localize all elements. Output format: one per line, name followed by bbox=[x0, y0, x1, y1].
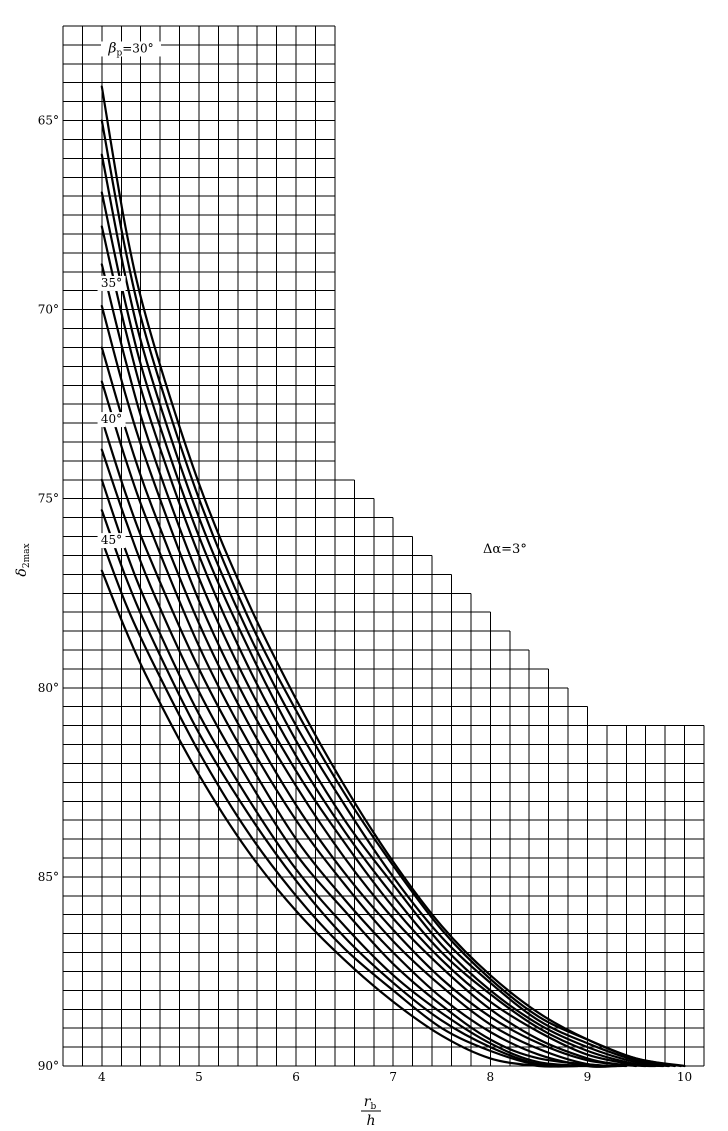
series-label-1: βp=30° bbox=[107, 40, 153, 58]
series-curve-12 bbox=[100, 478, 599, 1068]
x-tick-label: 10 bbox=[677, 1070, 692, 1084]
series-labels: βp=30° 35° 40° 45° bbox=[97, 40, 161, 549]
series-label-bg bbox=[97, 412, 126, 428]
y-axis-title: δ2max bbox=[14, 543, 32, 576]
delta-alpha-annotation: Δα=3° bbox=[483, 542, 527, 557]
series-curve-3 bbox=[100, 153, 676, 1068]
y-tick-label: 80° bbox=[38, 681, 59, 695]
y-tick-label: 90° bbox=[38, 1059, 59, 1073]
x-tick-label: 9 bbox=[584, 1070, 592, 1084]
x-axis-denominator: h bbox=[366, 1113, 375, 1129]
x-tick-label: 5 bbox=[195, 1070, 203, 1084]
series-curve-13 bbox=[100, 509, 589, 1068]
y-tick-label: 75° bbox=[38, 492, 59, 506]
x-axis-title: rb h bbox=[361, 1094, 381, 1129]
curves bbox=[100, 85, 686, 1068]
series-label-2: 35° bbox=[101, 276, 122, 290]
series-label-bg bbox=[100, 41, 161, 57]
series-curve-6 bbox=[100, 263, 657, 1068]
series-curve-9 bbox=[100, 380, 628, 1068]
y-tick-label: 70° bbox=[38, 303, 59, 317]
series-label-bg bbox=[97, 533, 126, 549]
y-axis-subscript: 2max bbox=[22, 543, 32, 568]
series-label-symbol: β bbox=[107, 40, 116, 56]
series-label-subscript: p bbox=[116, 48, 122, 58]
x-axis-numerator-symbol: r bbox=[364, 1094, 372, 1110]
series-label-value: =30° bbox=[122, 41, 153, 55]
series-curve-15 bbox=[100, 569, 570, 1068]
y-tick-label: 85° bbox=[38, 870, 59, 884]
y-tick-label: 65° bbox=[38, 114, 59, 128]
series-curve-11 bbox=[100, 448, 608, 1068]
y-axis-symbol: δ bbox=[14, 568, 30, 576]
series-curve-4 bbox=[100, 191, 671, 1068]
series-curve-7 bbox=[100, 304, 647, 1068]
x-tick-label: 8 bbox=[487, 1070, 495, 1084]
x-tick-label: 6 bbox=[292, 1070, 300, 1084]
x-tick-label: 7 bbox=[389, 1070, 397, 1084]
series-curve-2 bbox=[100, 119, 682, 1068]
series-label-4: 45° bbox=[101, 533, 122, 547]
x-axis-numerator-subscript: b bbox=[370, 1102, 376, 1112]
grid bbox=[62, 25, 705, 1067]
series-curve-14 bbox=[100, 539, 579, 1068]
series-curve-1 bbox=[100, 85, 686, 1068]
x-axis-numerator: rb bbox=[364, 1094, 377, 1112]
series-label-bg bbox=[97, 275, 126, 291]
x-tick-label: 4 bbox=[98, 1070, 106, 1084]
series-label-3: 40° bbox=[101, 412, 122, 426]
axes: δ2max rb h Δα=3° 4 5 6 7 8 9 10 65° 70° 75° 80° 85°… bbox=[14, 114, 692, 1129]
series-curve-5 bbox=[100, 225, 665, 1068]
series-curve-10 bbox=[100, 418, 618, 1068]
series-curve-8 bbox=[100, 346, 638, 1068]
